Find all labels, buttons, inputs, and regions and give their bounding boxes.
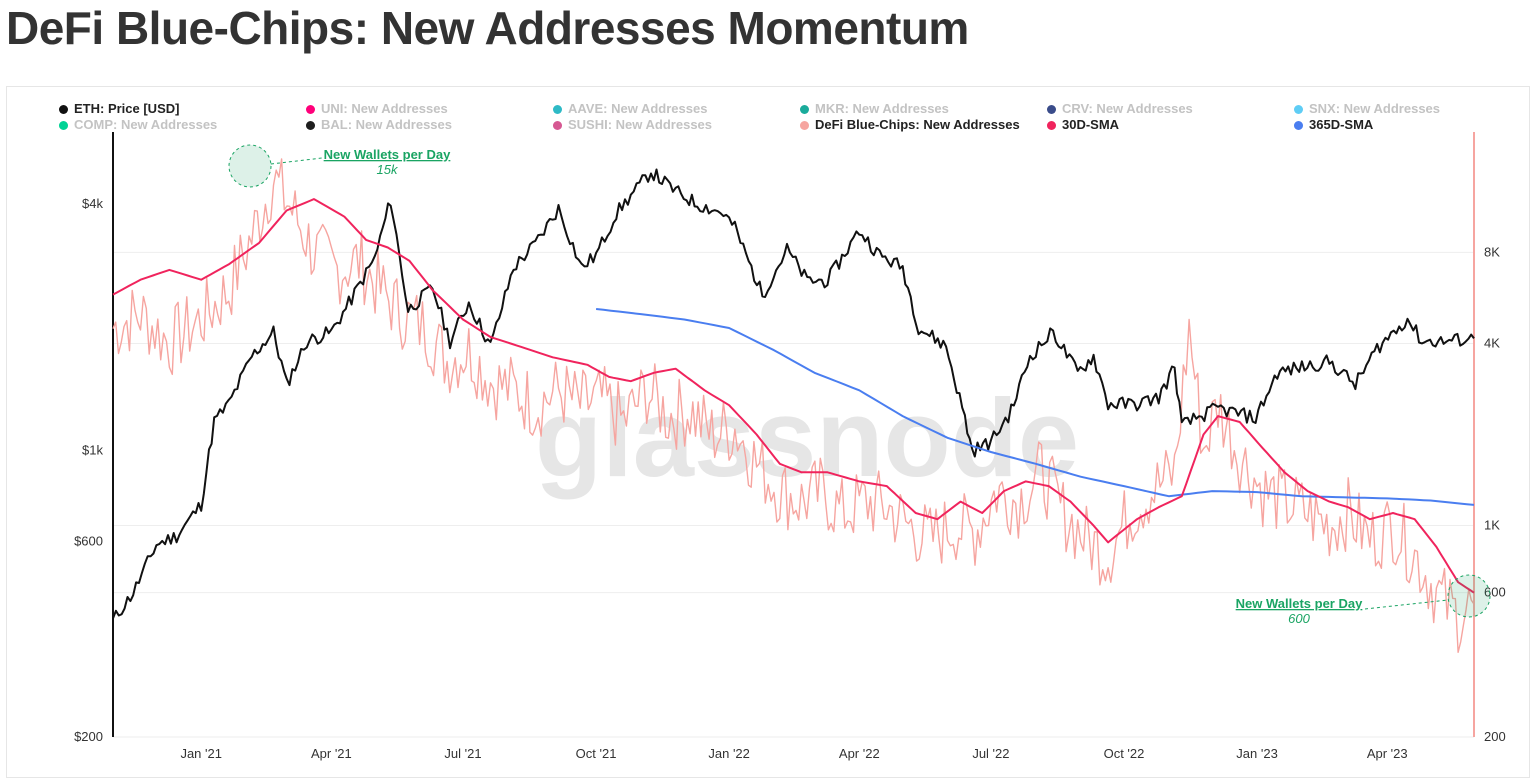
legend-swatch [306, 120, 315, 130]
legend-label: SNX: New Addresses [1309, 101, 1441, 116]
x-tick-label: Apr '21 [311, 746, 352, 761]
legend-label: 30D-SMA [1062, 117, 1120, 132]
x-tick-label: Jan '21 [180, 746, 222, 761]
y-right-tick-label: 1K [1484, 518, 1500, 533]
legend-item-uni-new-addresses[interactable]: UNI: New Addresses [306, 101, 448, 117]
legend-swatch [1047, 104, 1056, 114]
legend-swatch [1047, 120, 1056, 130]
chart-panel [6, 86, 1530, 778]
legend-label: BAL: New Addresses [321, 117, 452, 132]
y-left-tick-label: $1k [82, 443, 103, 458]
legend-swatch [800, 120, 809, 130]
legend-item-mkr-new-addresses[interactable]: MKR: New Addresses [800, 101, 949, 117]
x-tick-label: Oct '21 [576, 746, 617, 761]
chart-legend: ETH: Price [USD] UNI: New Addresses AAVE: … [56, 100, 1476, 136]
legend-swatch [59, 104, 68, 114]
y-right-tick-label: 8K [1484, 244, 1500, 259]
series-line-30d-sma [112, 198, 1475, 594]
legend-item-snx-new-addresses[interactable]: SNX: New Addresses [1294, 101, 1440, 117]
y-left-tick-label: $600 [74, 534, 103, 549]
annotation-title-peak: New Wallets per Day [324, 147, 451, 162]
y-right-tick-label: 4K [1484, 335, 1500, 350]
legend-item-bal-new-addresses[interactable]: BAL: New Addresses [306, 117, 452, 133]
x-tick-label: Apr '23 [1367, 746, 1408, 761]
legend-label: MKR: New Addresses [815, 101, 949, 116]
legend-label: UNI: New Addresses [321, 101, 448, 116]
annotation-marker-latest [1447, 574, 1491, 618]
x-tick-label: Jan '22 [708, 746, 750, 761]
legend-label: CRV: New Addresses [1062, 101, 1193, 116]
y-left-tick-label: $4k [82, 196, 103, 211]
y-right-tick-label: 600 [1484, 585, 1506, 600]
legend-swatch [800, 104, 809, 114]
legend-label: AAVE: New Addresses [568, 101, 708, 116]
x-tick-label: Apr '22 [839, 746, 880, 761]
legend-item-sushi-new-addresses[interactable]: SUSHI: New Addresses [553, 117, 712, 133]
x-tick-label: Oct '22 [1104, 746, 1145, 761]
x-tick-label: Jul '22 [972, 746, 1009, 761]
legend-item-eth-price-usd[interactable]: ETH: Price [USD] [59, 101, 179, 117]
legend-label: SUSHI: New Addresses [568, 117, 713, 132]
legend-swatch [553, 104, 562, 114]
legend-swatch [1294, 120, 1303, 130]
legend-label: COMP: New Addresses [74, 117, 218, 132]
legend-item-comp-new-addresses[interactable]: COMP: New Addresses [59, 117, 217, 133]
legend-item-crv-new-addresses[interactable]: CRV: New Addresses [1047, 101, 1193, 117]
legend-item-aave-new-addresses[interactable]: AAVE: New Addresses [553, 101, 707, 117]
page-title: DeFi Blue-Chips: New Addresses Momentum [6, 2, 969, 54]
annotation-value-peak: 15k [377, 162, 399, 177]
legend-swatch [1294, 104, 1303, 114]
watermark: glassnode [535, 377, 1079, 500]
series-line-eth-price-usd [112, 168, 1475, 619]
legend-label: DeFi Blue-Chips: New Addresses [815, 117, 1020, 132]
legend-label: 365D-SMA [1309, 117, 1374, 132]
x-tick-label: Jan '23 [1236, 746, 1278, 761]
grid [113, 251, 1474, 738]
legend-label: ETH: Price [USD] [74, 101, 180, 116]
legend-swatch [59, 120, 68, 130]
annotation-leader-peak [270, 157, 323, 165]
series-layer [112, 158, 1475, 653]
axes: $200 $600 $1k $4k 200 600 1K 4K 8K Jan '21 Apr '21… [74, 132, 1506, 761]
legend-swatch [306, 104, 315, 114]
legend-item-365d-sma[interactable]: 365D-SMA [1294, 117, 1373, 133]
annotation-value-latest: 600 [1288, 611, 1310, 626]
legend-swatch [553, 120, 562, 130]
annotation-leader-latest [1364, 599, 1449, 610]
series-line-365d-sma [595, 308, 1475, 506]
legend-item-30d-sma[interactable]: 30D-SMA [1047, 117, 1119, 133]
annotation-marker-peak [228, 144, 272, 188]
x-tick-label: Jul '21 [444, 746, 481, 761]
y-left-tick-label: $200 [74, 729, 103, 744]
annotation-title-latest: New Wallets per Day [1236, 596, 1363, 611]
series-line-defi-blue-chips-new-addresses [112, 158, 1475, 653]
y-right-tick-label: 200 [1484, 729, 1506, 744]
legend-item-defi-blue-chips-new-addresses[interactable]: DeFi Blue-Chips: New Addresses [800, 117, 1020, 133]
